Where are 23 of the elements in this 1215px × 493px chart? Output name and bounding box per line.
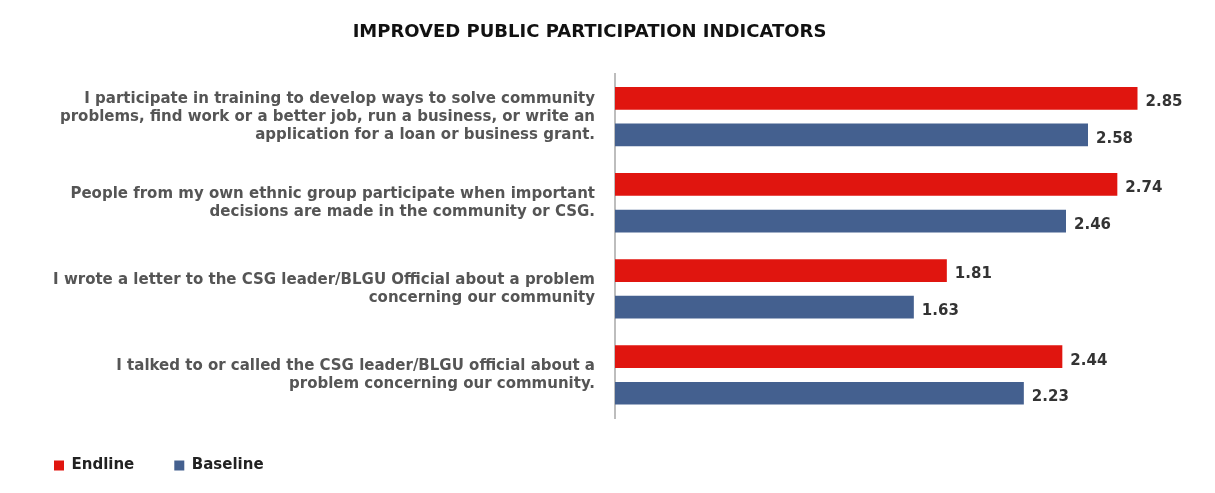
y-tick-label: I talked to or called the CSG leader/BLGU official about a problem concerning our community. — [116, 355, 595, 392]
bar — [615, 87, 1138, 110]
data-label: 2.46 — [1074, 214, 1112, 233]
bar — [615, 209, 1066, 233]
data-label: 2.23 — [1031, 387, 1069, 406]
bar — [615, 259, 947, 282]
y-tick-label: I wrote a letter to the CSG leader/BLGU Official about a problem concerning our community — [53, 269, 596, 306]
data-label: 2.58 — [1096, 128, 1134, 147]
bar — [615, 295, 914, 319]
y-tick-label: People from my own ethnic group participate when important decisions are made in the community or CSG. — [70, 183, 595, 220]
y-tick-label: I participate in training to develop ways to solve community problems, find work or a better job, run a business, or write an application for a loan or business grant. — [59, 88, 596, 143]
bar — [615, 345, 1063, 368]
bar — [615, 123, 1088, 147]
bar — [615, 173, 1118, 196]
legend-label: Baseline — [191, 455, 264, 474]
legend-label: Endline — [71, 455, 135, 474]
data-label: 2.85 — [1145, 92, 1183, 111]
data-label: 1.63 — [921, 301, 959, 320]
bar — [615, 381, 1024, 405]
data-label: 2.74 — [1125, 178, 1163, 197]
data-label: 1.81 — [954, 264, 992, 283]
chart-title: IMPROVED PUBLIC PARTICIPATION INDICATORS — [352, 20, 827, 42]
data-label: 2.44 — [1070, 350, 1108, 369]
